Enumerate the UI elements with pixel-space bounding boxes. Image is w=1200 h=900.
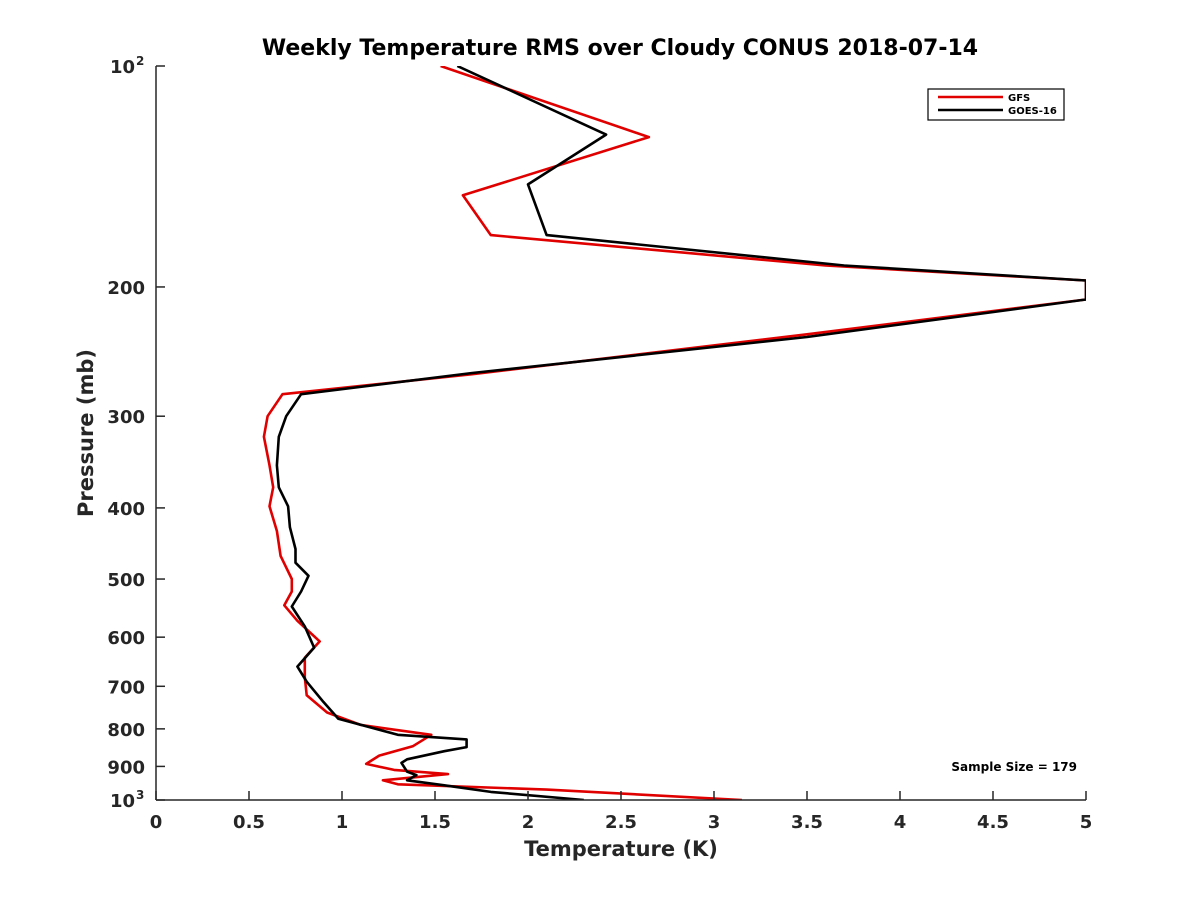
legend-box: [927, 88, 1065, 121]
y-tick-label: 500: [107, 570, 145, 591]
x-tick-label: 4.5: [977, 812, 1009, 833]
series-line-goes-16: [275, 66, 1086, 800]
y-tick-label: 700: [107, 677, 145, 698]
x-tick-label: 1.5: [419, 812, 451, 833]
x-tick-label: 3: [708, 812, 721, 833]
y-tick-label: 300: [107, 407, 145, 428]
y-tick-label: 800: [107, 720, 145, 741]
legend-label: GFS: [1008, 93, 1030, 104]
y-tick-label: 10: [110, 57, 135, 78]
x-tick-label: 1: [336, 812, 349, 833]
y-tick-label: 200: [107, 278, 145, 299]
x-tick-label: 2: [522, 812, 535, 833]
x-tick-label: 2.5: [605, 812, 637, 833]
legend-label: GOES-16: [1008, 106, 1057, 117]
y-axis-label: Pressure (mb): [74, 349, 98, 517]
series-line-gfs: [262, 66, 1086, 800]
legend-items: GFS GOES-16: [938, 93, 1057, 117]
sample-size-annotation: Sample Size = 179: [951, 760, 1077, 774]
x-tick-label: 0: [150, 812, 163, 833]
x-ticks: 0 0.5 1 1.5 2 2.5 3 3.5 4 4.5 5: [150, 791, 1093, 833]
legend: GFS GOES-16: [927, 88, 1065, 121]
y-tick-label: 600: [107, 628, 145, 649]
x-tick-label: 0.5: [233, 812, 265, 833]
series-layer: [262, 66, 1086, 800]
y-tick-label-exponent: 2: [136, 54, 144, 68]
x-tick-label: 4: [894, 812, 907, 833]
y-tick-label: 400: [107, 499, 145, 520]
y-tick-label: 10: [110, 791, 135, 812]
x-axis-label: Temperature (K): [524, 837, 718, 861]
chart-title: Weekly Temperature RMS over Cloudy CONUS…: [262, 36, 978, 61]
x-tick-label: 3.5: [791, 812, 823, 833]
y-tick-label: 900: [107, 757, 145, 778]
x-tick-label: 5: [1080, 812, 1093, 833]
y-tick-label-exponent: 3: [136, 788, 144, 802]
